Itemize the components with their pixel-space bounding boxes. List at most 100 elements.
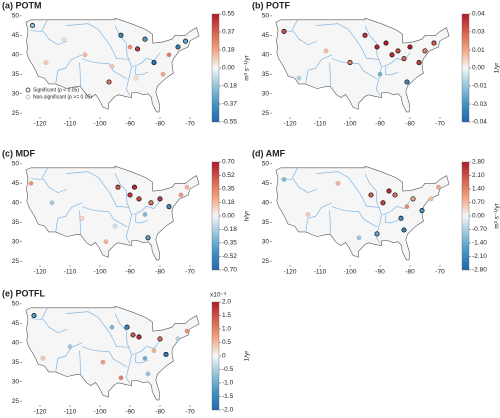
x-tick-label: -90 [125, 269, 135, 276]
y-tick-label: 30 [12, 238, 20, 245]
x-tick-label: -120 [33, 121, 46, 128]
colorbar-tick-label: 2.0 [222, 299, 231, 306]
station-point [404, 204, 410, 210]
colorbar-tick-label: -0.01 [472, 83, 487, 90]
colorbar-tick-label: -0.52 [222, 253, 237, 260]
station-point [335, 180, 341, 186]
station-point [112, 223, 118, 229]
station-point [29, 23, 36, 29]
station-point [133, 75, 139, 81]
station-point [428, 196, 434, 202]
station-point [127, 44, 133, 50]
x-tick-label: -100 [93, 409, 106, 416]
y-tick-label: 40 [12, 339, 20, 346]
y-tick-label: 50 [12, 301, 20, 308]
colorbar-tick-label: 0.04 [472, 11, 485, 18]
station-point [323, 48, 329, 54]
colorbar-tick-label: -1.0 [222, 380, 234, 387]
station-point [184, 184, 190, 190]
panel-title: (b) POTF [252, 0, 290, 10]
station-point [401, 227, 407, 233]
x-tick-label: -90 [375, 269, 385, 276]
y-tick-label: 50 [262, 13, 270, 20]
colorbar-tick-label: 0.18 [222, 47, 235, 54]
y-tick-label: 40 [12, 51, 20, 58]
colorbar-label: m³ s⁻¹/yr [244, 54, 251, 80]
station-point [166, 204, 172, 210]
station-point [136, 196, 142, 202]
x-tick-label: -70 [435, 121, 445, 128]
station-point [28, 180, 34, 186]
y-tick-label: 25 [262, 110, 270, 117]
station-point [392, 192, 398, 198]
panel: (b) POTF -120 -110 -100 -90 -80 -70 25 30 35 40 45 5… [252, 0, 500, 127]
station-point [148, 200, 154, 206]
station-point [79, 215, 85, 221]
x-tick-label: -120 [33, 409, 46, 416]
station-point [407, 44, 413, 50]
y-tick-label: 45 [12, 320, 20, 327]
colorbar-tick-label: -0.03 [472, 101, 487, 108]
panel-title: (c) MDF [2, 148, 35, 158]
station-point [386, 188, 392, 194]
y-tick-label: 35 [262, 219, 270, 226]
colorbar [211, 301, 220, 411]
colorbar-tick-label: -2.10 [472, 253, 487, 260]
station-point [49, 200, 55, 206]
x-tick-label: -100 [343, 121, 356, 128]
colorbar-tick-label: 0.5 [222, 339, 231, 346]
y-tick-label: 50 [12, 161, 20, 168]
x-tick-label: -120 [33, 269, 46, 276]
colorbar [211, 161, 220, 271]
colorbar-tick-label: -0.18 [222, 226, 237, 233]
station-point [145, 371, 151, 377]
station-point [130, 332, 136, 338]
colorbar-tick-label: 1.40 [472, 186, 485, 193]
station-point [377, 71, 383, 77]
station-point [175, 336, 181, 342]
x-tick-label: -70 [185, 409, 195, 416]
x-tick-label: -100 [93, 269, 106, 276]
x-tick-label: -80 [405, 269, 415, 276]
colorbar-label: h/yr [244, 210, 251, 222]
station-point [422, 48, 428, 54]
x-tick-label: -90 [375, 121, 385, 128]
colorbar-tick-label: 0.18 [222, 199, 235, 206]
x-tick-label: -70 [185, 121, 195, 128]
panel: (d) AMF -120 -110 -100 -90 -80 -70 25 30 35 40 45 50… [252, 148, 500, 275]
legend-marker [25, 87, 31, 93]
colorbar-tick-label: 0.37 [222, 29, 235, 36]
y-tick-label: 35 [12, 359, 20, 366]
y-tick-label: 45 [12, 180, 20, 187]
y-tick-label: 30 [12, 90, 20, 97]
colorbar-tick-label: 0.55 [222, 11, 235, 18]
station-point [151, 348, 157, 353]
station-point [380, 200, 386, 206]
colorbar-tick-label: 1.0 [222, 326, 231, 333]
station-point [157, 196, 163, 202]
x-tick-label: -120 [283, 269, 296, 276]
colorbar-tick-label: -0.5 [222, 366, 234, 373]
panel-title: (d) AMF [252, 148, 286, 158]
colorbar-tick-label: 0.35 [222, 186, 235, 193]
station-point [305, 212, 311, 217]
legend-label: Significant (p < 0.05) [33, 87, 79, 93]
station-point [374, 44, 380, 50]
station-point [401, 56, 407, 62]
colorbar [461, 161, 470, 271]
colorbar-tick-label: 0.00 [222, 65, 235, 72]
colorbar-tick-label: 0.00 [222, 213, 235, 220]
y-tick-label: 35 [12, 219, 20, 226]
station-point [419, 208, 425, 214]
station-point [436, 184, 441, 190]
station-point [182, 38, 189, 44]
x-tick-label: -110 [314, 121, 327, 128]
station-point [160, 71, 166, 77]
station-point [100, 359, 106, 365]
panel-title: (a) POTM [2, 0, 42, 10]
station-point [281, 177, 287, 182]
colorbar-tick-label: -0.04 [472, 119, 487, 126]
y-tick-label: 45 [12, 32, 20, 39]
colorbar-tick-label: -1.40 [472, 240, 487, 247]
basemap [274, 164, 451, 262]
